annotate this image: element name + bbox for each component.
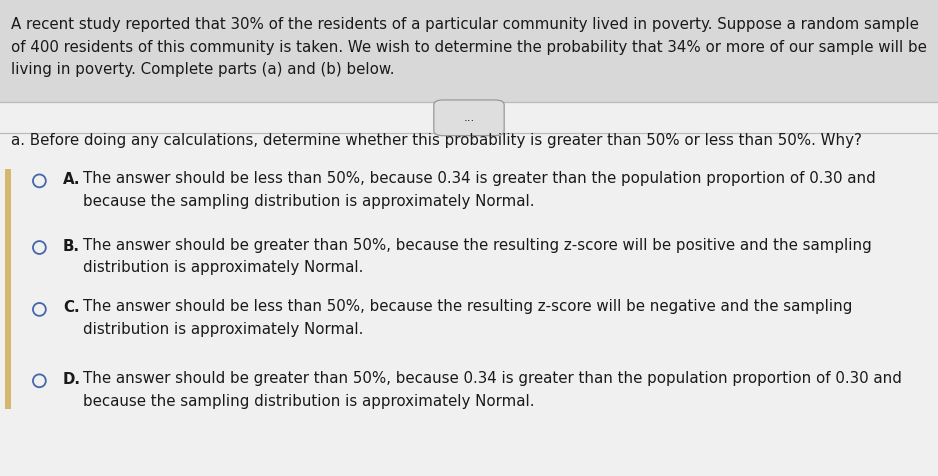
Text: C.: C.: [63, 300, 80, 316]
Text: The answer should be greater than 50%, because 0.34 is greater than the populati: The answer should be greater than 50%, b…: [83, 371, 901, 386]
Text: because the sampling distribution is approximately Normal.: because the sampling distribution is app…: [83, 394, 534, 409]
Text: distribution is approximately Normal.: distribution is approximately Normal.: [83, 322, 363, 337]
Text: of 400 residents of this community is taken. We wish to determine the probabilit: of 400 residents of this community is ta…: [11, 40, 927, 55]
Text: A recent study reported that 30% of the residents of a particular community live: A recent study reported that 30% of the …: [11, 17, 919, 32]
Text: The answer should be greater than 50%, because the resulting z-score will be pos: The answer should be greater than 50%, b…: [83, 238, 871, 253]
Text: The answer should be less than 50%, because the resulting z-score will be negati: The answer should be less than 50%, beca…: [83, 299, 852, 315]
Text: because the sampling distribution is approximately Normal.: because the sampling distribution is app…: [83, 194, 534, 209]
Bar: [0, 102, 938, 476]
Text: a. Before doing any calculations, determine whether this probability is greater : a. Before doing any calculations, determ…: [11, 133, 862, 149]
Text: living in poverty. Complete parts (a) and (b) below.: living in poverty. Complete parts (a) an…: [11, 62, 395, 78]
FancyBboxPatch shape: [433, 100, 505, 136]
Text: B.: B.: [63, 238, 80, 254]
Text: A.: A.: [63, 172, 81, 187]
Text: distribution is approximately Normal.: distribution is approximately Normal.: [83, 260, 363, 276]
Bar: [0, 0, 938, 102]
Text: ...: ...: [463, 111, 475, 124]
Text: D.: D.: [63, 372, 81, 387]
Bar: [5, 169, 11, 409]
Text: The answer should be less than 50%, because 0.34 is greater than the population : The answer should be less than 50%, beca…: [83, 171, 875, 186]
